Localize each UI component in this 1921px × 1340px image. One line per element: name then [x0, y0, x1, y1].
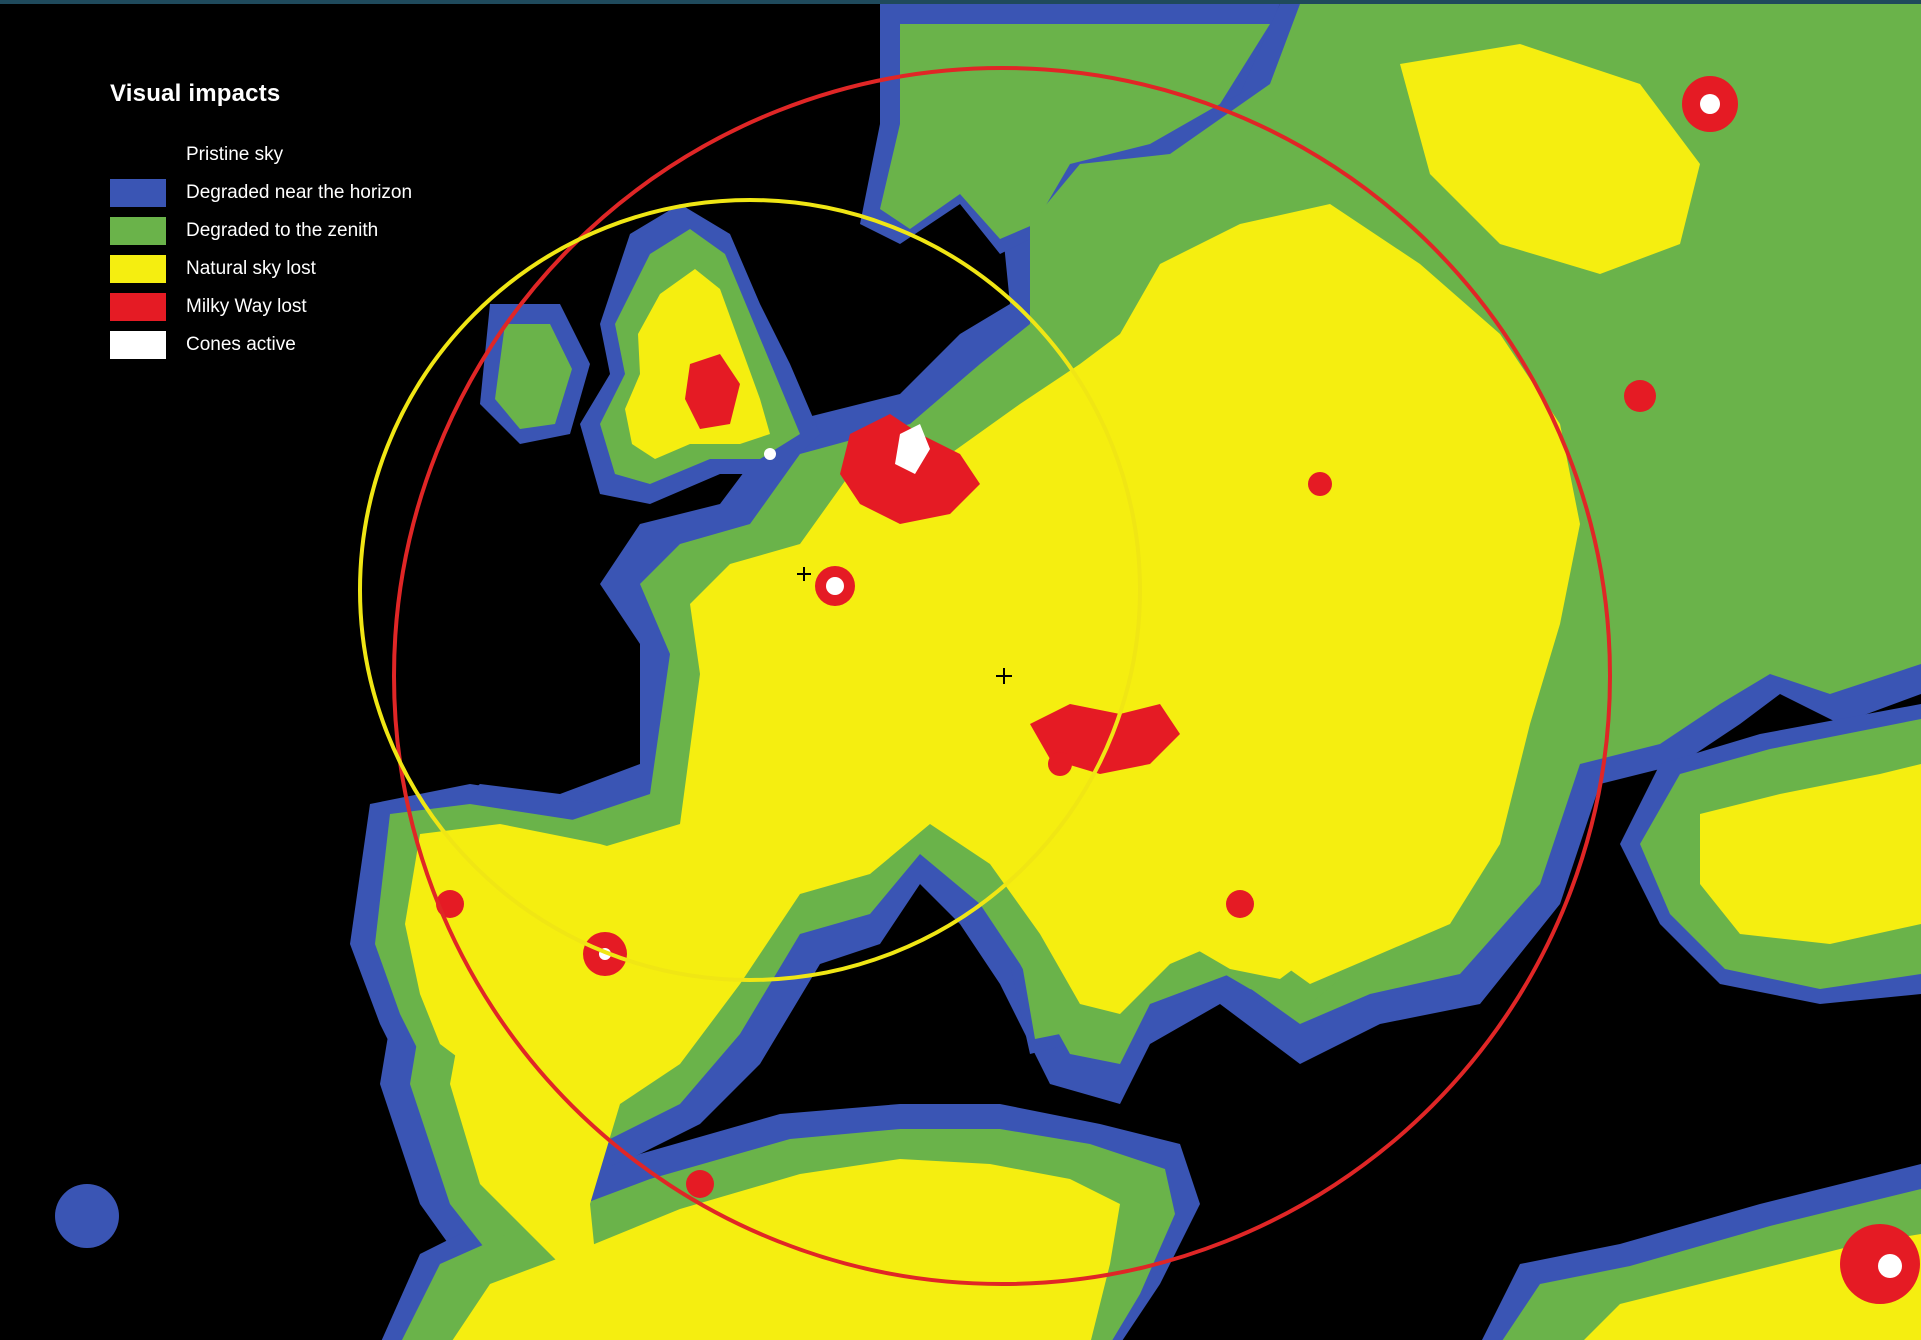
legend-item: Degraded near the horizon: [110, 174, 412, 212]
legend-swatch: [110, 141, 166, 169]
legend-item: Degraded to the zenith: [110, 212, 412, 250]
legend-item: Natural sky lost: [110, 250, 412, 288]
legend-label: Degraded to the zenith: [186, 220, 379, 241]
inner-yellow-circle: [358, 198, 1142, 982]
legend-item: Cones active: [110, 326, 412, 364]
outer-red-circle: [392, 66, 1612, 1286]
legend-label: Milky Way lost: [186, 296, 307, 317]
legend-swatch: [110, 255, 166, 283]
legend-swatch: [110, 293, 166, 321]
legend-swatch: [110, 331, 166, 359]
region-natural-lost-layer: [405, 44, 1921, 1340]
west-marker: [797, 567, 811, 581]
legend-items: Pristine sky Degraded near the horizon Deg…: [110, 136, 412, 364]
legend-swatch: [110, 179, 166, 207]
map-canvas: [55, 4, 1921, 1340]
legend-label: Degraded near the horizon: [186, 182, 413, 203]
legend-label: Natural sky lost: [186, 258, 316, 279]
legend-title: Visual impacts: [110, 80, 281, 107]
island-horizon: [55, 1184, 119, 1248]
legend-label: Cones active: [186, 334, 296, 355]
legend-item: Pristine sky: [110, 136, 412, 174]
legend-swatch: [110, 217, 166, 245]
legend: Visual impacts Pristine sky Degraded near…: [110, 80, 412, 364]
legend-item: Milky Way lost: [110, 288, 412, 326]
legend-label: Pristine sky: [186, 144, 284, 165]
center-marker: [996, 668, 1012, 684]
